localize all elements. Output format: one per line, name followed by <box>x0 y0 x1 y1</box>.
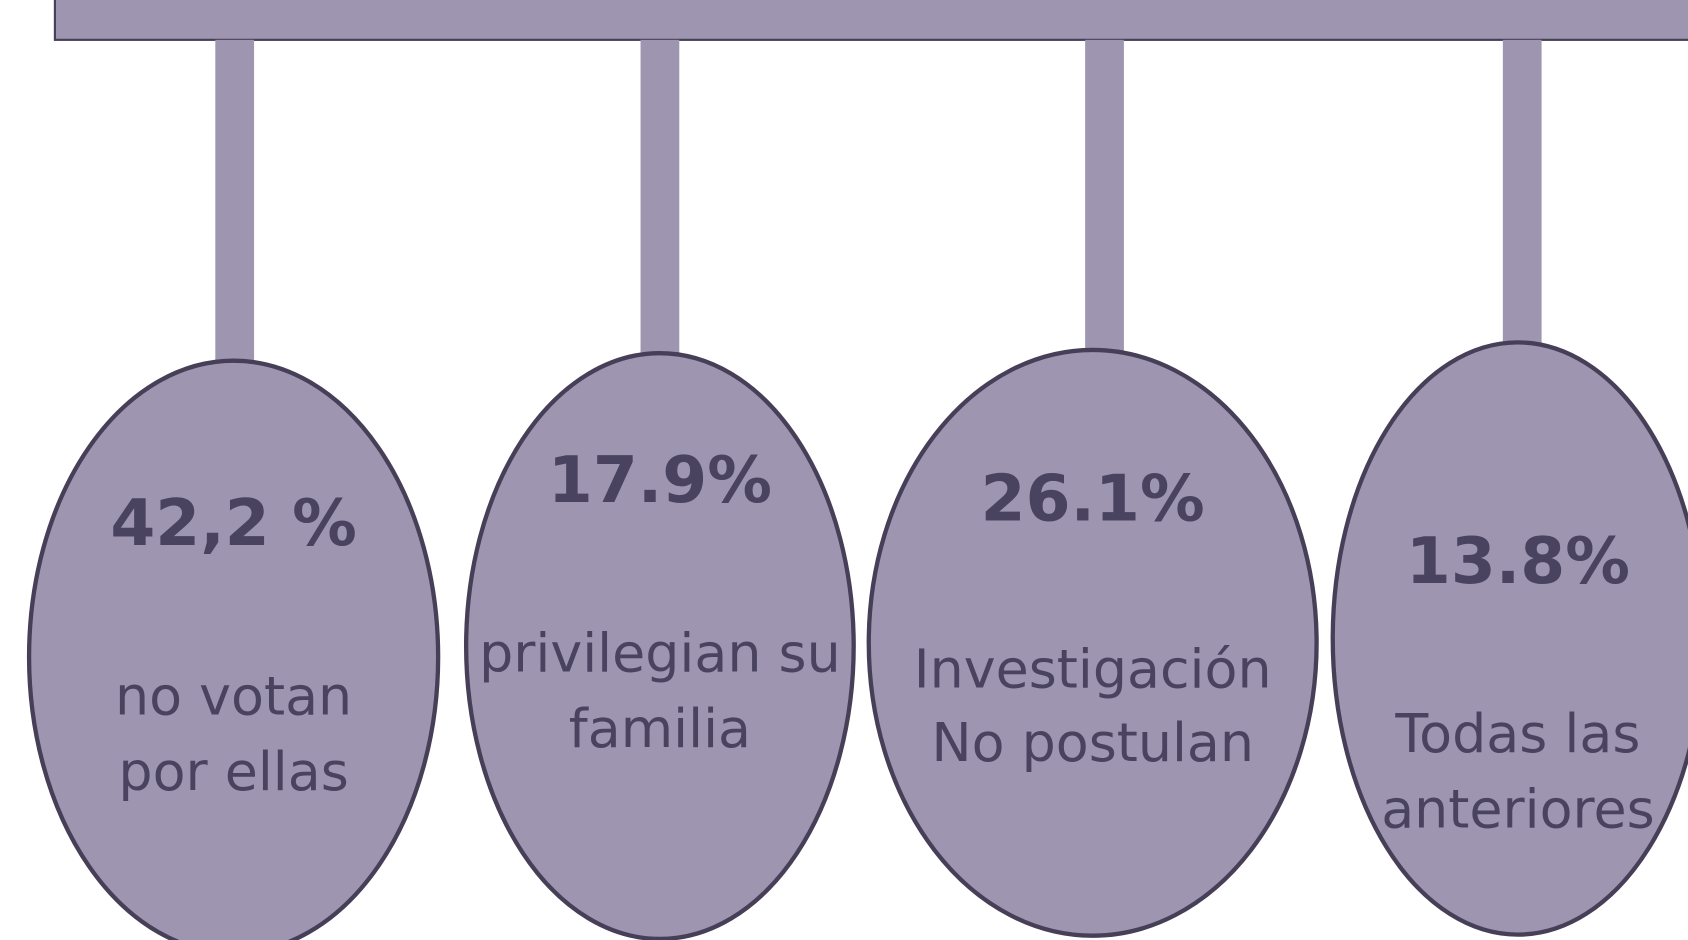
description: por ellas <box>118 740 348 803</box>
description: familia <box>569 697 751 760</box>
description: privilegian su <box>479 621 841 684</box>
description: No postulan <box>931 711 1254 774</box>
stem <box>1085 39 1124 353</box>
bubble <box>464 351 856 940</box>
stem <box>1502 39 1542 347</box>
percentage: 13.8% <box>1406 524 1630 599</box>
bubble <box>26 358 441 940</box>
bubble <box>866 347 1319 938</box>
percentage: 42,2 % <box>110 486 357 561</box>
description: no votan <box>115 665 352 728</box>
bubble <box>1330 340 1688 937</box>
description: anteriores <box>1381 778 1654 841</box>
percentage: 17.9% <box>548 443 772 518</box>
percentage: 26.1% <box>981 461 1205 536</box>
stem <box>215 39 255 363</box>
stem <box>640 39 680 356</box>
description: Todas las <box>1394 702 1640 765</box>
description: Investigación <box>914 638 1272 701</box>
top-bar <box>53 0 1688 41</box>
items: 42,2 % no votan por ellas 17.9% privilegian … <box>26 39 1688 940</box>
